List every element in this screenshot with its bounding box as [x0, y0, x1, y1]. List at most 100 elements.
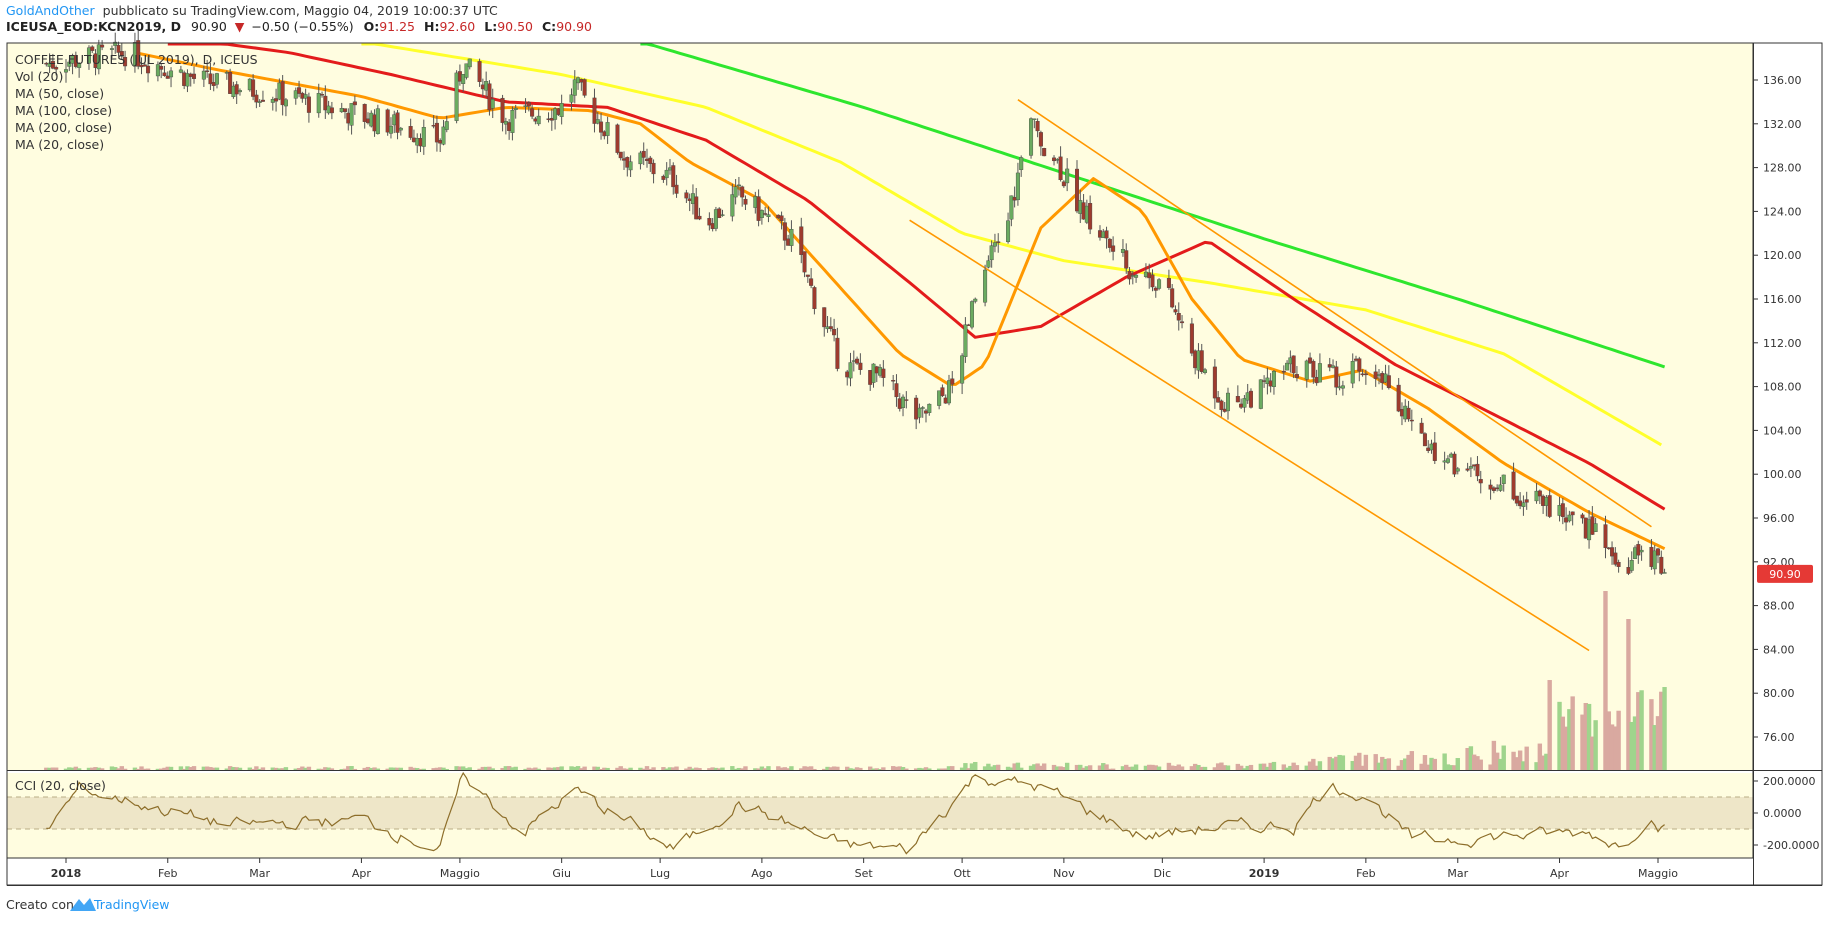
candle-body	[415, 138, 420, 146]
candle-body	[1350, 361, 1355, 384]
price-tick-label: 120.00	[1763, 249, 1802, 262]
volume-bar	[1521, 761, 1526, 771]
volume-bar	[766, 766, 771, 771]
candle-body	[323, 95, 328, 111]
candle-body	[1006, 220, 1011, 242]
legend-ma200[interactable]: MA (200, close)	[15, 120, 112, 135]
volume-bar	[759, 766, 765, 771]
legend-volume[interactable]: Vol (20)	[15, 69, 63, 84]
volume-bar	[122, 768, 128, 771]
legend-title[interactable]: COFFEE FUTURES (JUL 2019), D, ICEUS	[15, 52, 258, 67]
volume-bar	[789, 766, 794, 771]
volume-bar	[920, 768, 925, 771]
main-pane[interactable]	[7, 30, 1753, 771]
volume-bar	[1655, 716, 1661, 771]
candle-body	[1465, 468, 1470, 471]
volume-bar	[989, 766, 994, 771]
volume-bar	[1012, 763, 1017, 771]
candle-body	[1564, 517, 1569, 523]
candle-body	[615, 124, 620, 153]
candle-body	[1111, 245, 1116, 252]
open-label: O:	[364, 19, 380, 34]
volume-bar	[799, 768, 804, 771]
volume-bar	[802, 766, 807, 771]
volume-bar	[1409, 751, 1415, 771]
volume-bars	[44, 591, 1667, 771]
candle-body	[576, 77, 581, 84]
volume-bar	[1445, 764, 1451, 771]
candle-body	[303, 94, 308, 99]
volume-bar	[1087, 765, 1093, 771]
volume-bar	[1192, 763, 1198, 771]
candle-body	[1396, 384, 1401, 412]
candle-body	[651, 162, 656, 175]
time-tick-label: Set	[855, 867, 874, 880]
tradingview-logo-icon[interactable]	[70, 898, 96, 911]
volume-bar	[132, 767, 138, 771]
volume-bar	[329, 768, 335, 771]
candle-body	[86, 47, 91, 64]
candle-body	[90, 46, 95, 51]
legend-ma50[interactable]: MA (50, close)	[15, 86, 104, 101]
legend-ma100[interactable]: MA (100, close)	[15, 103, 112, 118]
cci-tick-label: 0.0000	[1763, 807, 1802, 820]
cci-axis[interactable]: 200.0000 0.0000 -200.0000	[1753, 775, 1819, 852]
candle-body	[1055, 159, 1060, 161]
candle-body	[671, 165, 676, 188]
volume-bar	[90, 767, 95, 771]
volume-bar	[1147, 764, 1152, 771]
volume-bar	[969, 763, 975, 771]
candle-body	[1373, 371, 1378, 379]
volume-bar	[191, 766, 197, 771]
time-tick-label: Ott	[953, 867, 971, 880]
candle-body	[461, 74, 466, 84]
volume-bar	[342, 768, 348, 771]
cci-label[interactable]: CCI (20, close)	[15, 778, 106, 793]
volume-bar	[444, 768, 449, 771]
candle-body	[973, 298, 978, 302]
volume-bar	[1609, 724, 1615, 771]
volume-bar	[1471, 754, 1477, 771]
candle-body	[228, 72, 233, 94]
volume-bar	[1452, 765, 1457, 771]
volume-bar	[694, 767, 699, 771]
volume-bar	[1199, 766, 1204, 771]
candle-body	[280, 81, 285, 106]
volume-bar	[260, 767, 266, 771]
candle-body	[1134, 274, 1139, 278]
candle-body	[1403, 405, 1408, 420]
volume-bar	[1081, 767, 1086, 771]
footer-brand[interactable]: TradingView	[93, 897, 170, 912]
volume-bar	[1478, 759, 1483, 771]
candle-body	[536, 115, 541, 125]
price-tick-label: 132.00	[1763, 118, 1802, 131]
candle-body	[996, 241, 1001, 243]
legend-ma20[interactable]: MA (20, close)	[15, 137, 104, 152]
volume-bar	[736, 767, 742, 771]
time-axis[interactable]: 2018 Feb Mar Apr Maggio Giu Lug Ago Set Ott Nov Dic…	[51, 858, 1679, 880]
volume-bar	[1084, 766, 1090, 771]
candle-body	[674, 184, 679, 194]
volume-bar	[582, 766, 587, 771]
candle-body	[789, 229, 794, 246]
candle-body	[369, 112, 374, 127]
candle-body	[1495, 487, 1500, 490]
volume-bar	[1334, 756, 1339, 771]
candle-body	[874, 366, 879, 374]
candle-body	[274, 98, 279, 102]
candle-body	[1478, 479, 1483, 484]
volume-bar	[467, 767, 472, 771]
author-name[interactable]: GoldAndOther	[6, 3, 96, 18]
price-axis[interactable]: 136.00 132.00 128.00 124.00 120.00 116.00 112.…	[1753, 74, 1802, 744]
volume-bar	[86, 767, 92, 771]
price-tick-label: 88.00	[1763, 600, 1795, 613]
candle-body	[950, 378, 955, 385]
volume-bar	[109, 766, 115, 771]
candle-body	[192, 73, 197, 79]
candle-body	[904, 399, 909, 401]
candle-body	[1015, 172, 1020, 201]
candle-body	[182, 72, 187, 86]
volume-bar	[579, 768, 584, 771]
cci-pane[interactable]: CCI (20, close)	[7, 771, 1753, 858]
volume-bar	[710, 767, 715, 771]
